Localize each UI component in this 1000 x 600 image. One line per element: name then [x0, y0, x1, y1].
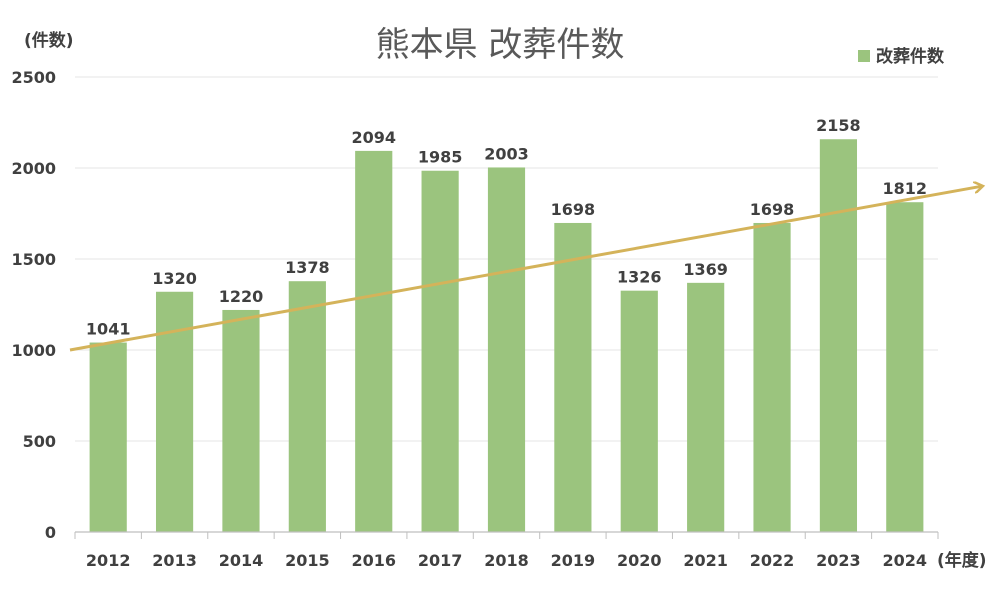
- y-tick-label: 2500: [11, 68, 56, 87]
- bars: [89, 139, 924, 533]
- x-tick-label: 2014: [219, 551, 264, 570]
- bar: [620, 290, 658, 532]
- axes: 0 500 1000 1500 2000 2500 2012 2013 2014 2015 2016…: [11, 68, 939, 570]
- x-tick-label: 2021: [683, 551, 728, 570]
- legend-swatch: [858, 50, 870, 62]
- x-tick-label: 2012: [86, 551, 131, 570]
- bar: [222, 309, 260, 532]
- y-tick-label: 0: [45, 523, 56, 542]
- y-tick-label: 1000: [11, 341, 56, 360]
- bar: [886, 202, 924, 532]
- data-label: 1698: [750, 200, 795, 219]
- data-label: 1041: [86, 320, 131, 339]
- data-label: 1812: [883, 179, 928, 198]
- y-tick-label: 1500: [11, 250, 56, 269]
- x-tick-label: 2016: [351, 551, 396, 570]
- data-label: 2094: [351, 128, 396, 147]
- x-tick-label: 2013: [152, 551, 197, 570]
- y-tick-label: 2000: [11, 159, 56, 178]
- bar: [753, 222, 791, 533]
- trend-arrow-line: [69, 186, 982, 352]
- bar: [819, 139, 858, 532]
- legend: 改葬件数: [858, 46, 945, 67]
- bar: [421, 170, 459, 533]
- data-label: 1320: [152, 269, 197, 288]
- trend-arrow: [69, 186, 982, 352]
- legend-label: 改葬件数: [876, 46, 945, 67]
- y-tick-label: 500: [23, 432, 56, 451]
- chart-title: 熊本県 改葬件数: [376, 25, 625, 65]
- x-tick-label: 2022: [750, 551, 795, 570]
- data-label: 2003: [484, 144, 529, 163]
- data-label: 1220: [219, 287, 264, 306]
- y-axis-unit-label: (件数): [24, 30, 74, 51]
- x-tick-label: 2018: [484, 551, 529, 570]
- data-labels: 1041 1320 1220 1378 2094 1985 2003 1698 1326 1369…: [86, 116, 927, 338]
- bar: [288, 281, 326, 532]
- bar: [89, 342, 127, 532]
- data-label: 1369: [683, 260, 728, 279]
- x-axis-unit-label: (年度): [937, 550, 987, 571]
- x-tick-label: 2015: [285, 551, 330, 570]
- bar: [355, 150, 393, 532]
- x-tick-label: 2020: [617, 551, 662, 570]
- x-tick-label: 2023: [816, 551, 861, 570]
- bar: [687, 282, 725, 532]
- x-tick-label: 2017: [418, 551, 463, 570]
- data-label: 1378: [285, 258, 330, 277]
- x-tick-label: 2024: [883, 551, 928, 570]
- data-label: 1326: [617, 268, 662, 287]
- bar: [554, 222, 592, 533]
- x-tick-label: 2019: [551, 551, 596, 570]
- data-label: 1985: [418, 148, 463, 167]
- data-label: 2158: [816, 116, 861, 135]
- data-label: 1698: [551, 200, 596, 219]
- bar: [487, 167, 526, 533]
